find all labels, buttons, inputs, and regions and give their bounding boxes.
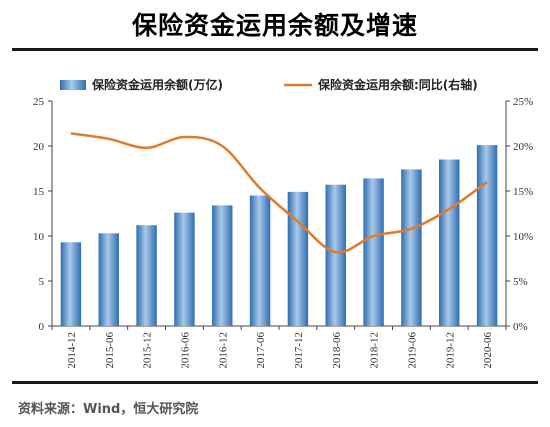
- footer-divider: [12, 381, 538, 384]
- legend-line-label: 保险资金运用余额:同比(右轴): [317, 77, 478, 92]
- bar: [439, 159, 460, 326]
- left-y-tick-label: 25: [33, 96, 45, 108]
- x-tick-label: 2019-12: [444, 332, 456, 369]
- title-divider: [12, 48, 538, 51]
- bar: [287, 191, 309, 326]
- right-y-tick-label: 25%: [513, 96, 533, 108]
- right-y-tick-label: 5%: [513, 276, 528, 288]
- bar: [249, 195, 271, 326]
- bar: [60, 242, 82, 326]
- source-note: 资料来源：Wind，恒大研究院: [18, 402, 199, 417]
- x-tick-label: 2020-06: [482, 332, 494, 369]
- x-tick-label: 2016-06: [179, 332, 191, 369]
- x-tick-label: 2018-06: [331, 332, 343, 369]
- right-y-tick-label: 15%: [513, 186, 533, 198]
- left-y-tick-label: 5: [39, 276, 45, 288]
- chart-area: 保险资金运用余额(万亿) 保险资金运用余额:同比(右轴) 0 5 10 15 20 25 0…: [33, 77, 533, 369]
- bar: [174, 212, 195, 326]
- x-tick-label: 2019-06: [406, 332, 418, 369]
- x-tick-label: 2015-12: [142, 332, 154, 369]
- right-y-tick-label: 0%: [513, 321, 528, 333]
- legend-bar-swatch: [60, 80, 86, 90]
- right-y-tick-label: 10%: [513, 231, 533, 243]
- bar: [212, 205, 233, 326]
- bar: [325, 184, 346, 326]
- chart-title: 保险资金运用余额及增速: [131, 11, 418, 40]
- bar: [401, 169, 422, 326]
- x-tick-label: 2017-12: [293, 332, 305, 369]
- x-tick-label: 2014-12: [66, 332, 78, 369]
- legend-bar-label: 保险资金运用余额(万亿): [91, 77, 223, 92]
- left-y-tick-label: 0: [39, 321, 45, 333]
- bar: [98, 233, 119, 326]
- x-tick-label: 2017-06: [255, 332, 267, 369]
- x-tick-label: 2018-12: [369, 332, 381, 369]
- x-axis-ticks: 2014-12 2015-06 2015-12 2016-06 2016-12 2017-…: [51, 326, 507, 369]
- yoy-growth-line: [70, 132, 488, 254]
- legend: 保险资金运用余额(万亿) 保险资金运用余额:同比(右轴): [60, 77, 478, 92]
- x-tick-label: 2016-12: [217, 332, 229, 369]
- left-y-tick-label: 10: [33, 231, 45, 243]
- bar: [136, 225, 157, 326]
- x-tick-label: 2015-06: [104, 332, 116, 369]
- line-series: [70, 132, 488, 254]
- left-y-tick-label: 20: [33, 141, 45, 153]
- right-y-tick-label: 20%: [513, 141, 533, 153]
- left-y-tick-label: 15: [33, 186, 45, 198]
- bar: [363, 178, 384, 326]
- bar-series: [60, 145, 498, 326]
- bar: [476, 145, 498, 326]
